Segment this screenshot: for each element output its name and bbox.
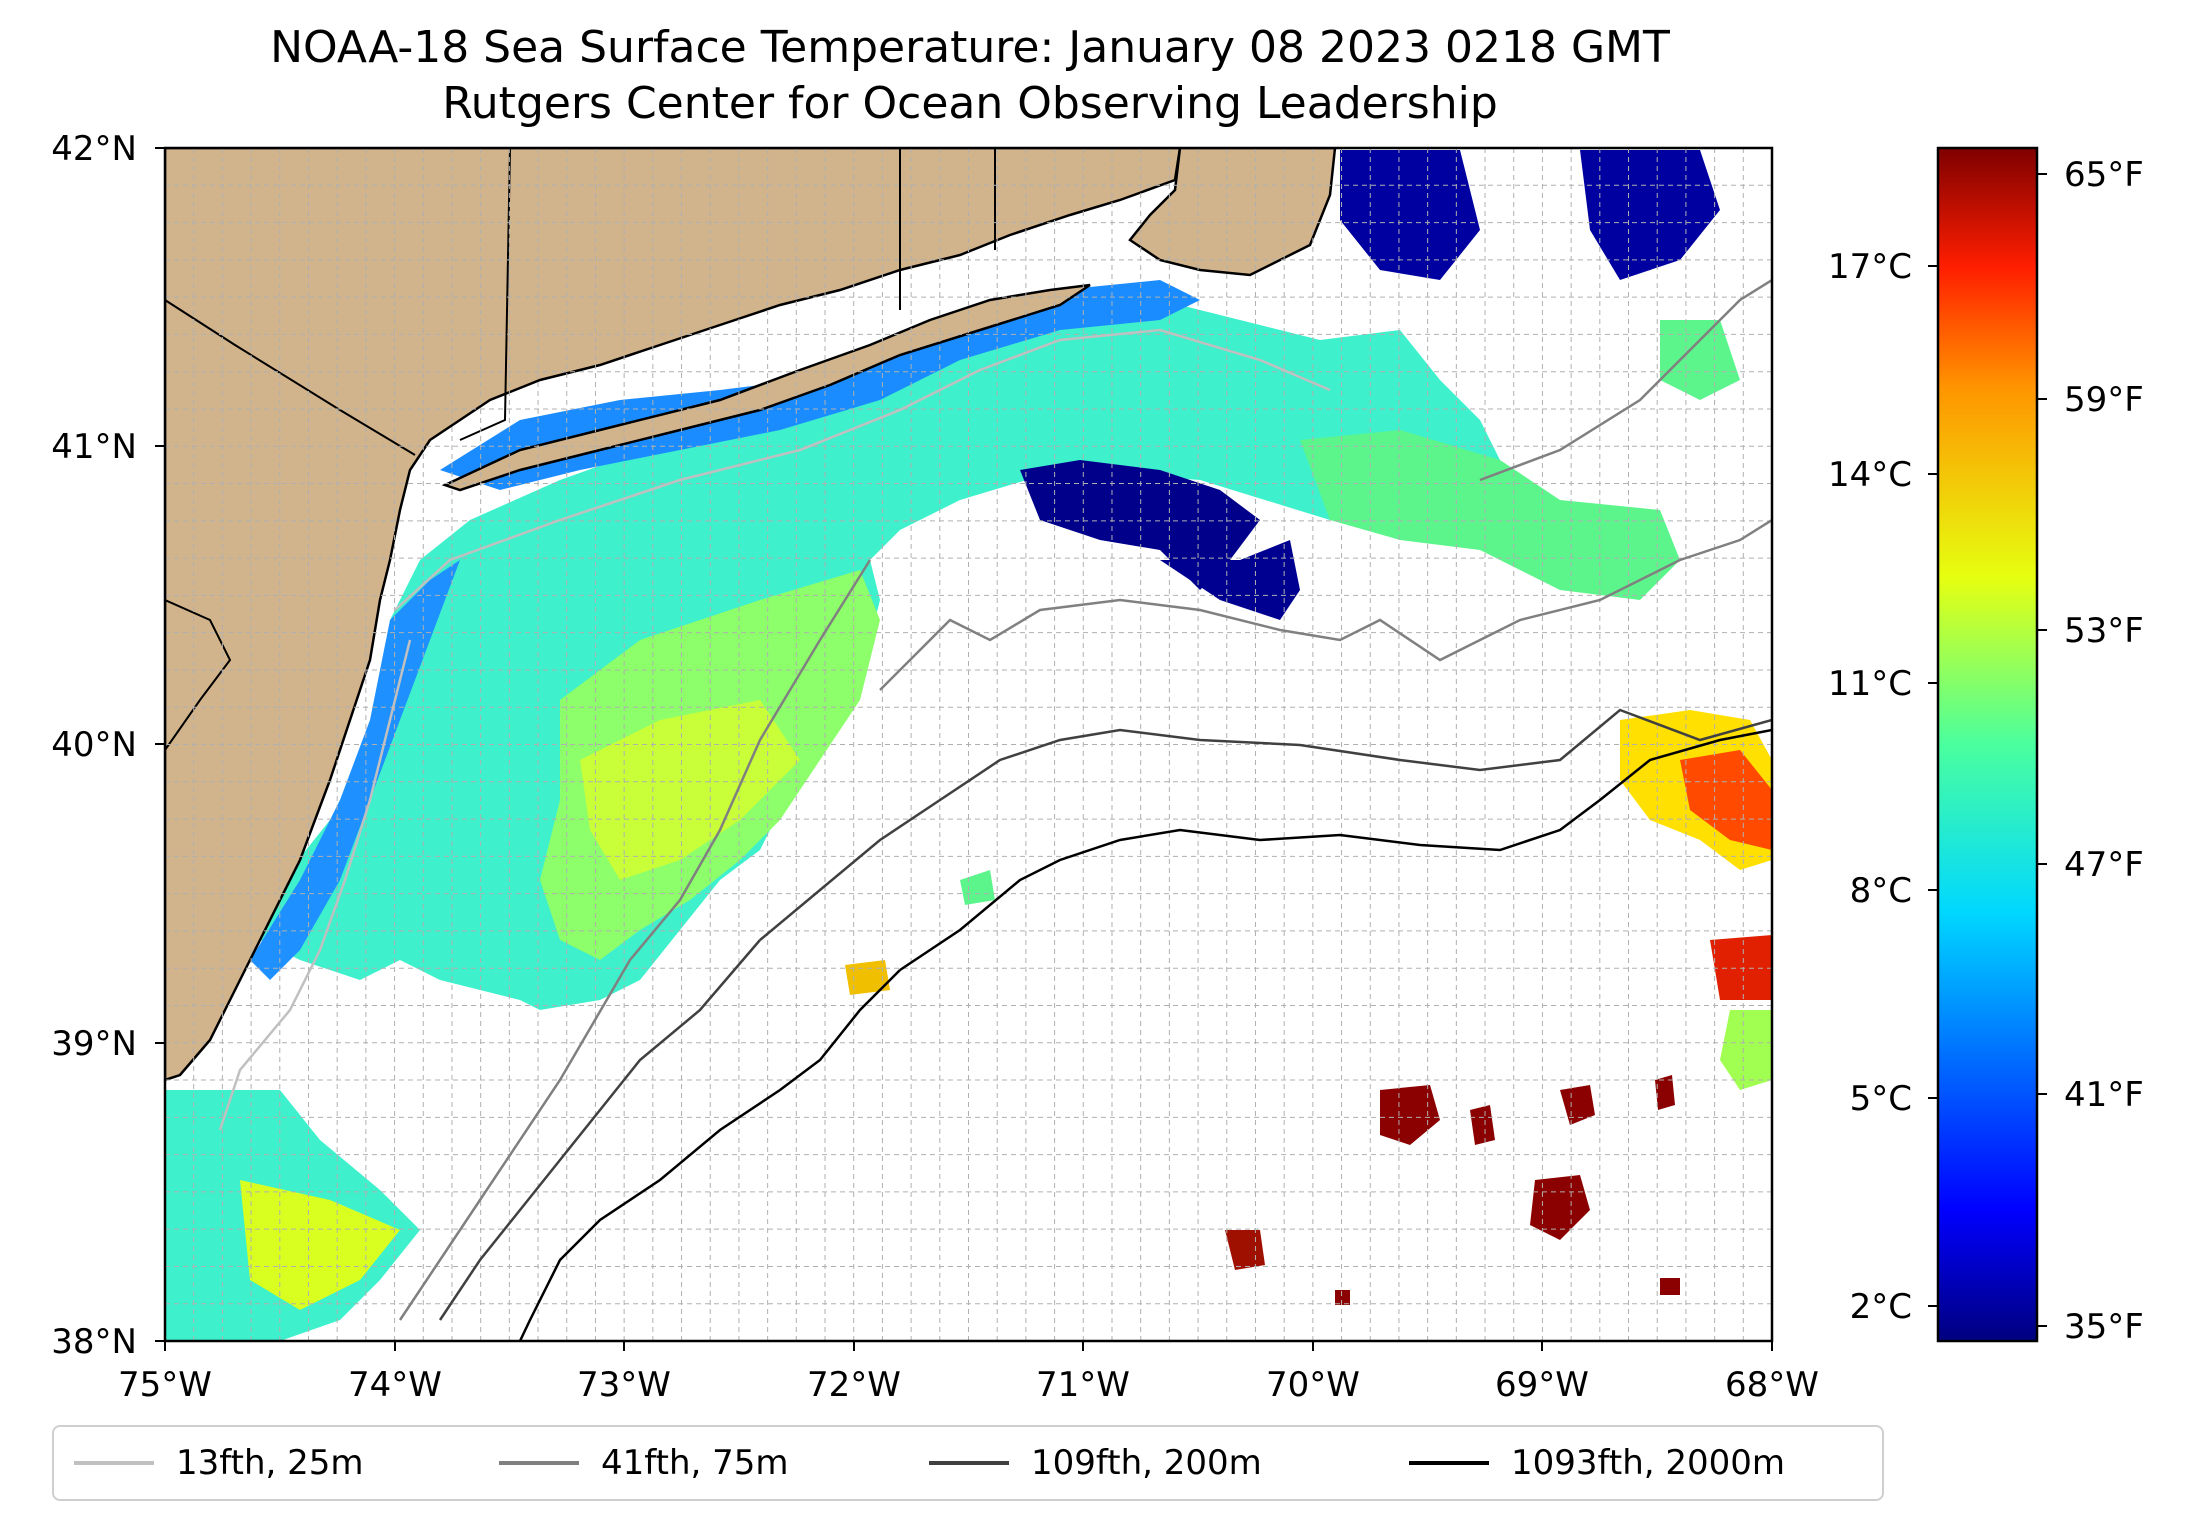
chart-title: NOAA-18 Sea Surface Temperature: January… xyxy=(270,22,1670,73)
legend-item-75m: 41fth, 75m xyxy=(499,1427,789,1499)
celsius-tick-label: 2°C xyxy=(1850,1287,1912,1327)
legend-label: 41fth, 75m xyxy=(601,1443,789,1483)
lat-axis: 42°N 41°N 40°N 39°N 38°N xyxy=(51,129,165,1362)
lon-tick-label: 70°W xyxy=(1266,1365,1360,1405)
lat-tick-label: 38°N xyxy=(51,1322,137,1362)
fahrenheit-tick-label: 59°F xyxy=(2064,380,2144,420)
legend-item-200m: 109fth, 200m xyxy=(929,1427,1262,1499)
lon-tick-label: 72°W xyxy=(807,1365,901,1405)
lon-tick-label: 74°W xyxy=(348,1365,442,1405)
legend-item-2000m: 1093fth, 2000m xyxy=(1409,1427,1785,1499)
fahrenheit-tick-label: 35°F xyxy=(2064,1307,2144,1347)
legend-label: 13fth, 25m xyxy=(176,1443,364,1483)
lon-axis: 75°W 74°W 73°W 72°W 71°W 70°W 69°W 68°W xyxy=(118,1341,1819,1405)
lon-tick-label: 69°W xyxy=(1495,1365,1589,1405)
isobaths xyxy=(218,278,1772,1341)
fahrenheit-tick-label: 53°F xyxy=(2064,611,2144,651)
isobath-legend: 13fth, 25m 41fth, 75m 109fth, 200m 1093f… xyxy=(52,1425,1884,1501)
lat-tick-label: 40°N xyxy=(51,725,137,765)
lon-tick-label: 71°W xyxy=(1036,1365,1130,1405)
lon-tick-label: 68°W xyxy=(1725,1365,1819,1405)
celsius-tick-label: 17°C xyxy=(1828,247,1912,287)
celsius-tick-label: 8°C xyxy=(1850,871,1912,911)
lon-tick-label: 73°W xyxy=(577,1365,671,1405)
lat-tick-label: 41°N xyxy=(51,427,137,467)
chart-subtitle: Rutgers Center for Ocean Observing Leade… xyxy=(442,78,1498,129)
fahrenheit-tick-label: 65°F xyxy=(2064,155,2144,195)
legend-line-swatch xyxy=(499,1461,579,1465)
celsius-tick-label: 14°C xyxy=(1828,455,1912,495)
gridlines xyxy=(165,148,1772,1341)
celsius-tick-label: 5°C xyxy=(1850,1079,1912,1119)
lat-tick-label: 39°N xyxy=(51,1024,137,1064)
colorbar: 17°C 14°C 11°C 8°C 5°C 2°C 65°F 59°F 53°… xyxy=(1828,146,2144,1347)
legend-line-swatch xyxy=(74,1461,154,1465)
lon-tick-label: 75°W xyxy=(118,1365,212,1405)
legend-label: 109fth, 200m xyxy=(1031,1443,1262,1483)
legend-line-swatch xyxy=(929,1461,1009,1465)
celsius-tick-label: 11°C xyxy=(1828,664,1912,704)
colorbar-gradient xyxy=(1936,146,2039,1343)
legend-line-swatch xyxy=(1409,1461,1489,1465)
legend-item-25m: 13fth, 25m xyxy=(74,1427,364,1499)
fahrenheit-tick-label: 47°F xyxy=(2064,845,2144,885)
fahrenheit-tick-label: 41°F xyxy=(2064,1075,2144,1115)
lat-tick-label: 42°N xyxy=(51,129,137,169)
legend-label: 1093fth, 2000m xyxy=(1511,1443,1786,1483)
